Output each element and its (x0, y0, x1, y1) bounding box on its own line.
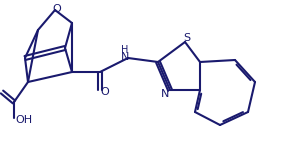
Text: O: O (53, 4, 61, 14)
Text: N: N (121, 52, 129, 62)
Text: N: N (161, 89, 169, 99)
Text: O: O (101, 87, 109, 97)
Text: OH: OH (15, 115, 33, 125)
Text: H: H (121, 45, 129, 55)
Text: S: S (183, 33, 191, 43)
